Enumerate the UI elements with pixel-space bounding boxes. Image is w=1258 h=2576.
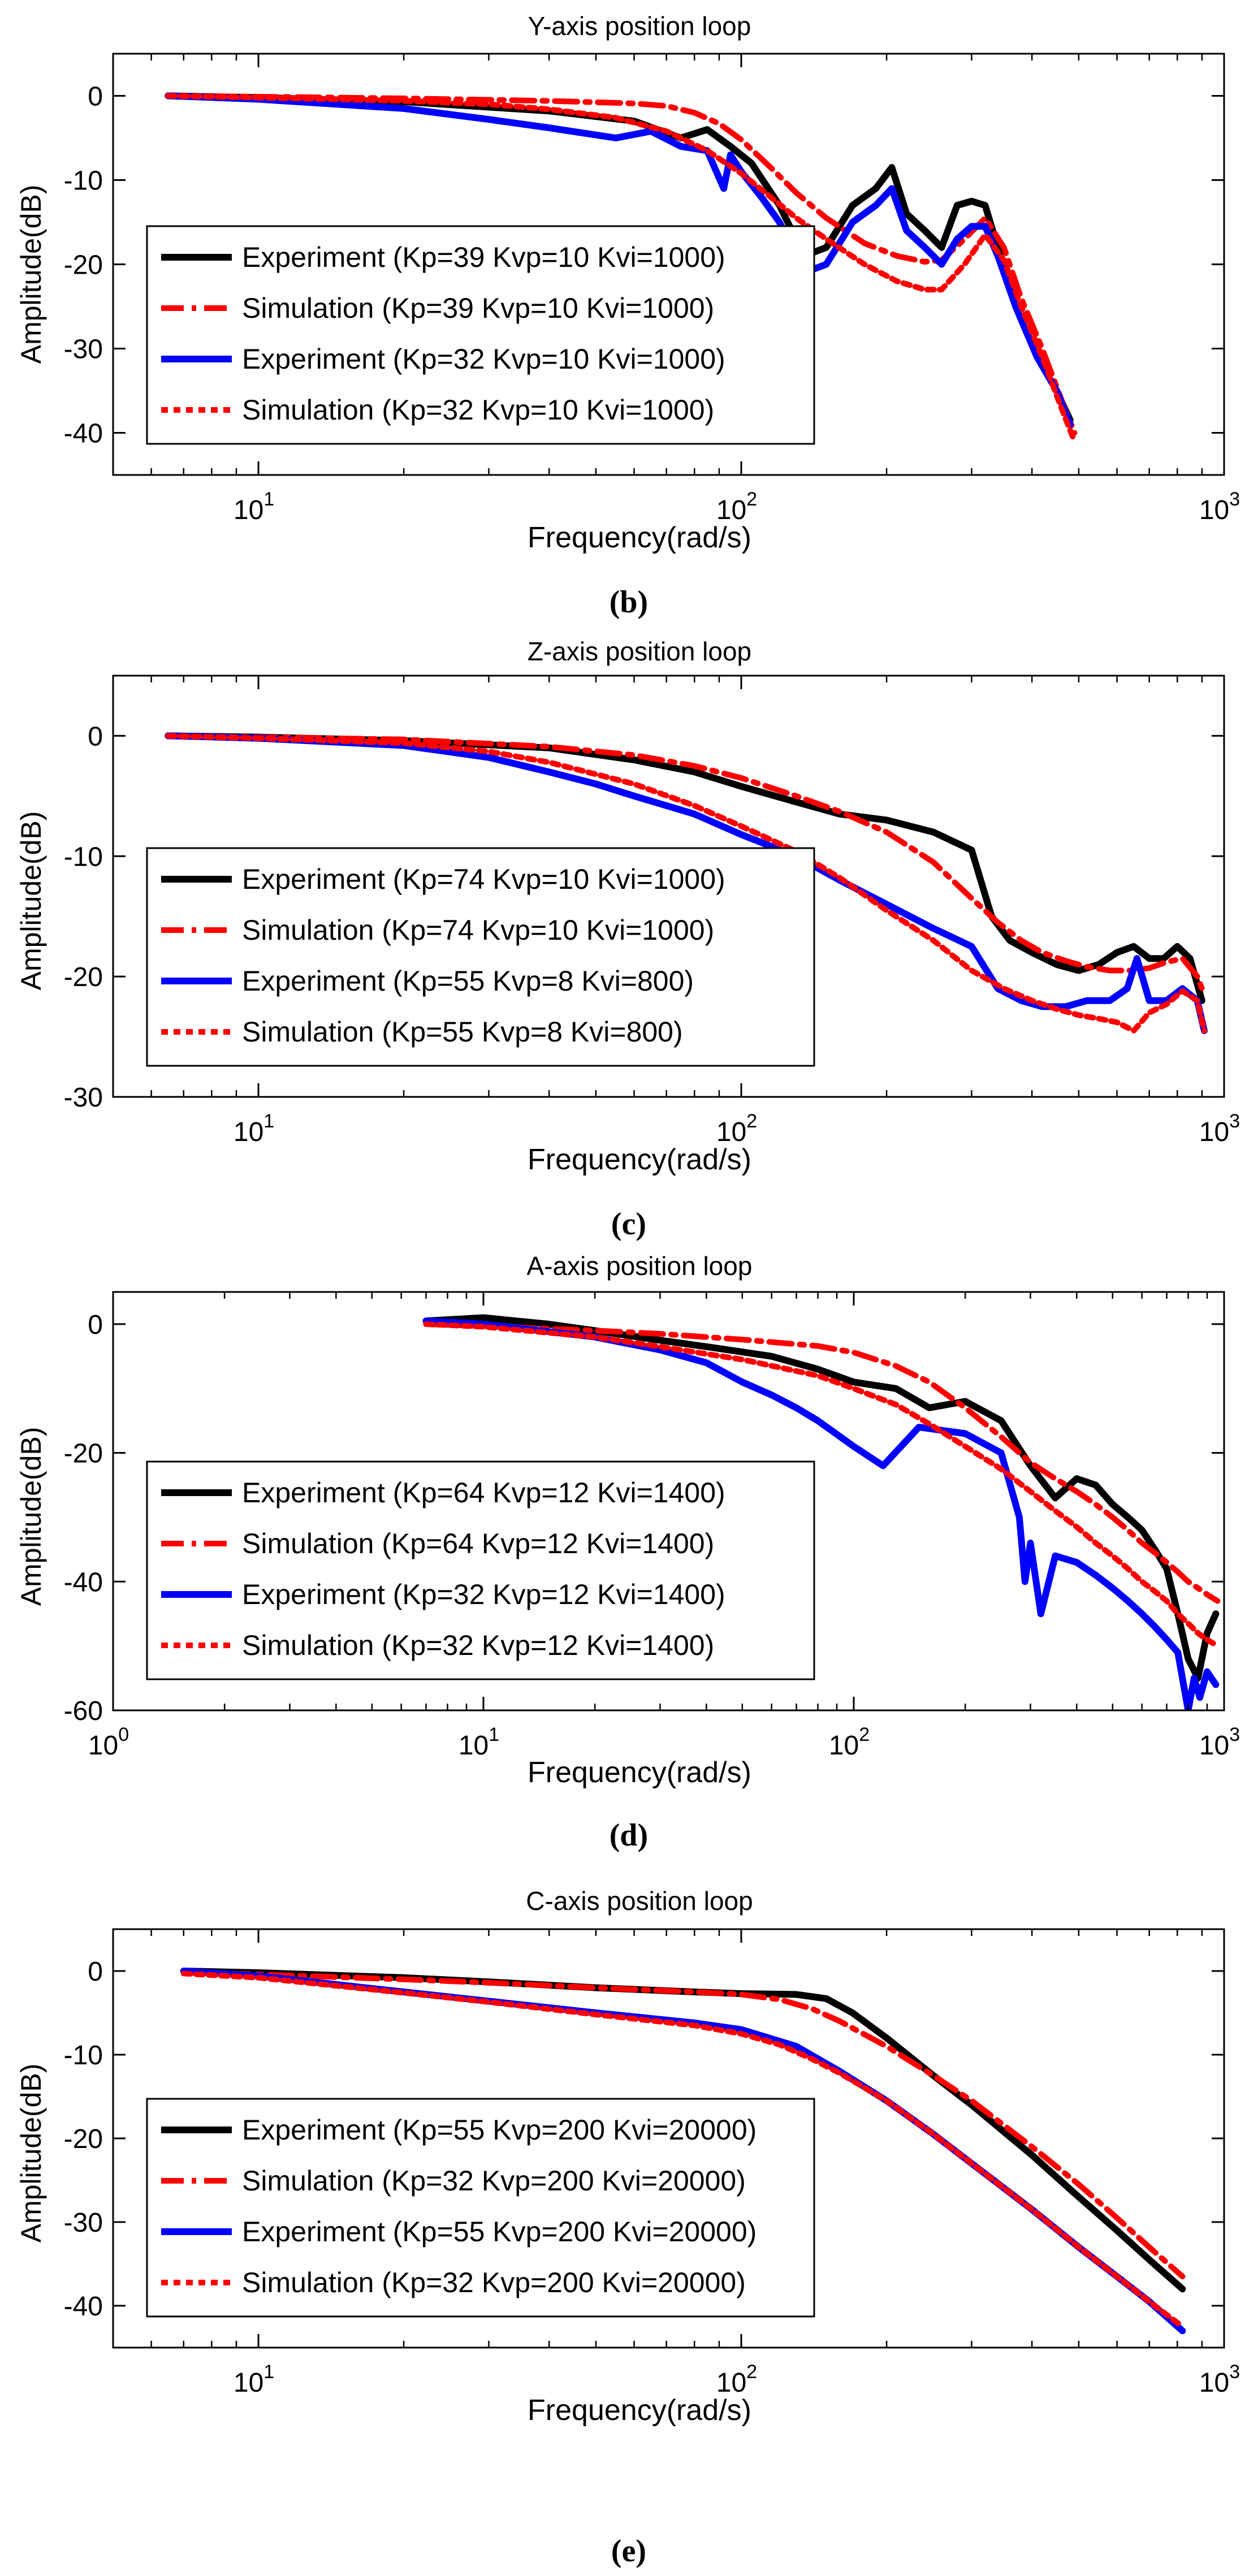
- plot-frame: [112, 1291, 1225, 1711]
- x-tick-label: 103: [1199, 1110, 1240, 1147]
- y-tick-label: 0: [88, 1310, 103, 1340]
- y-axis-label: Amplitude(dB): [15, 2064, 47, 2243]
- legend-label: Experiment (Kp=32 Kvp=10 Kvi=1000): [242, 343, 725, 375]
- legend-label: Simulation (Kp=32 Kvp=200 Kvi=20000): [242, 2165, 746, 2197]
- x-tick-label: 101: [234, 1110, 274, 1147]
- series-line: [180, 1970, 1186, 2329]
- chart-title: Z-axis position loop: [528, 637, 751, 666]
- x-tick-label: 103: [1199, 1724, 1240, 1761]
- x-axis-label: Frequency(rad/s): [528, 1143, 751, 1176]
- x-tick-label: 102: [716, 2361, 757, 2398]
- series-line: [422, 1314, 1220, 1682]
- y-tick-label: 0: [88, 82, 103, 112]
- x-axis-label: Frequency(rad/s): [528, 521, 751, 554]
- series-line: [165, 92, 1074, 428]
- x-tick-label: 103: [1199, 489, 1240, 525]
- legend-label: Simulation (Kp=32 Kvp=10 Kvi=1000): [242, 394, 714, 426]
- y-tick-label: -60: [64, 1696, 103, 1726]
- legend-label: Simulation (Kp=32 Kvp=12 Kvi=1400): [242, 1630, 714, 1661]
- chart-plot: 0 -10 -20 -30 -40 101 102 103 Experiment (Kp=39 …: [64, 53, 1240, 525]
- legend-label: Simulation (Kp=55 Kvp=8 Kvi=800): [242, 1016, 683, 1048]
- series-line: [165, 732, 1208, 1034]
- legend-label: Simulation (Kp=39 Kvp=10 Kvi=1000): [242, 292, 714, 324]
- panel-label: (b): [609, 585, 648, 620]
- legend-label: Experiment (Kp=55 Kvp=200 Kvi=20000): [242, 2216, 756, 2247]
- y-tick-label: -20: [64, 2124, 103, 2154]
- series-line: [180, 1970, 1186, 2280]
- panel-label: (d): [609, 1818, 648, 1853]
- x-tick-label: 101: [234, 489, 274, 525]
- y-tick-label: -20: [64, 1439, 103, 1469]
- x-axis-label: Frequency(rad/s): [528, 1756, 751, 1789]
- series-line: [423, 1321, 1221, 1649]
- y-tick-label: -20: [64, 962, 103, 992]
- y-tick-label: -30: [64, 2208, 103, 2238]
- y-tick-label: 0: [88, 721, 103, 751]
- y-axis-label: Amplitude(dB): [15, 185, 47, 364]
- x-tick-label: 103: [1199, 2361, 1240, 2398]
- chart-plot: 0 -10 -20 -30 101 102 103 Experiment (Kp=74 Kvp…: [64, 675, 1240, 1147]
- y-tick-label: -20: [64, 250, 103, 280]
- x-tick-label: 102: [716, 489, 757, 525]
- series-line: [165, 93, 1078, 444]
- y-tick-label: 0: [88, 1957, 103, 1987]
- panel-label: (c): [611, 1207, 646, 1242]
- chart-legend: Experiment (Kp=55 Kvp=200 Kvi=20000) Simu…: [146, 2098, 815, 2318]
- panel-label: (e): [611, 2534, 646, 2569]
- y-axis-label: Amplitude(dB): [15, 1427, 47, 1606]
- x-tick-label: 102: [716, 1110, 757, 1147]
- y-axis-label: Amplitude(dB): [15, 811, 47, 991]
- y-tick-label: -30: [64, 1083, 103, 1113]
- x-tick-label: 101: [459, 1724, 499, 1761]
- legend-label: Experiment (Kp=55 Kvp=8 Kvi=800): [242, 965, 694, 997]
- legend-label: Experiment (Kp=55 Kvp=200 Kvi=20000): [242, 2114, 756, 2146]
- chart-legend: Experiment (Kp=39 Kvp=10 Kvi=1000) Simula…: [146, 225, 815, 445]
- legend-label: Experiment (Kp=64 Kvp=12 Kvi=1400): [242, 1477, 725, 1509]
- chart-plot: 0 -10 -20 -30 -40 101 102 103 Experiment (Kp=55 …: [64, 1928, 1240, 2398]
- legend-label: Experiment (Kp=39 Kvp=10 Kvi=1000): [242, 241, 725, 273]
- legend-label: Simulation (Kp=32 Kvp=200 Kvi=20000): [242, 2267, 746, 2298]
- legend-label: Experiment (Kp=74 Kvp=10 Kvi=1000): [242, 863, 725, 895]
- legend-label: Simulation (Kp=64 Kvp=12 Kvi=1400): [242, 1528, 714, 1559]
- x-tick-label: 102: [829, 1724, 870, 1761]
- y-tick-label: -10: [64, 166, 103, 196]
- x-tick-label: 101: [234, 2361, 274, 2398]
- series-line: [165, 733, 1207, 1034]
- chart-title: A-axis position loop: [527, 1251, 753, 1281]
- y-tick-label: -40: [64, 2292, 103, 2322]
- chart-legend: Experiment (Kp=64 Kvp=12 Kvi=1400) Simula…: [146, 1460, 815, 1680]
- series-line: [422, 1317, 1220, 1710]
- x-tick-label: 100: [88, 1724, 129, 1761]
- series-line: [165, 733, 1207, 998]
- y-tick-label: -10: [64, 2041, 103, 2071]
- legend-label: Simulation (Kp=74 Kvp=10 Kvi=1000): [242, 914, 714, 946]
- y-tick-label: -30: [64, 335, 103, 365]
- y-tick-label: -40: [64, 1567, 103, 1597]
- plot-frame: [112, 675, 1225, 1098]
- chart-title: C-axis position loop: [526, 1886, 753, 1916]
- y-tick-label: -10: [64, 842, 103, 872]
- x-axis-label: Frequency(rad/s): [528, 2394, 751, 2427]
- series-line: [423, 1321, 1221, 1604]
- chart-title: Y-axis position loop: [528, 11, 751, 41]
- legend-label: Experiment (Kp=32 Kvp=12 Kvi=1400): [242, 1579, 725, 1610]
- y-tick-label: -40: [64, 419, 103, 449]
- chart-legend: Experiment (Kp=74 Kvp=10 Kvi=1000) Simula…: [146, 847, 815, 1067]
- series-line: [165, 93, 1078, 436]
